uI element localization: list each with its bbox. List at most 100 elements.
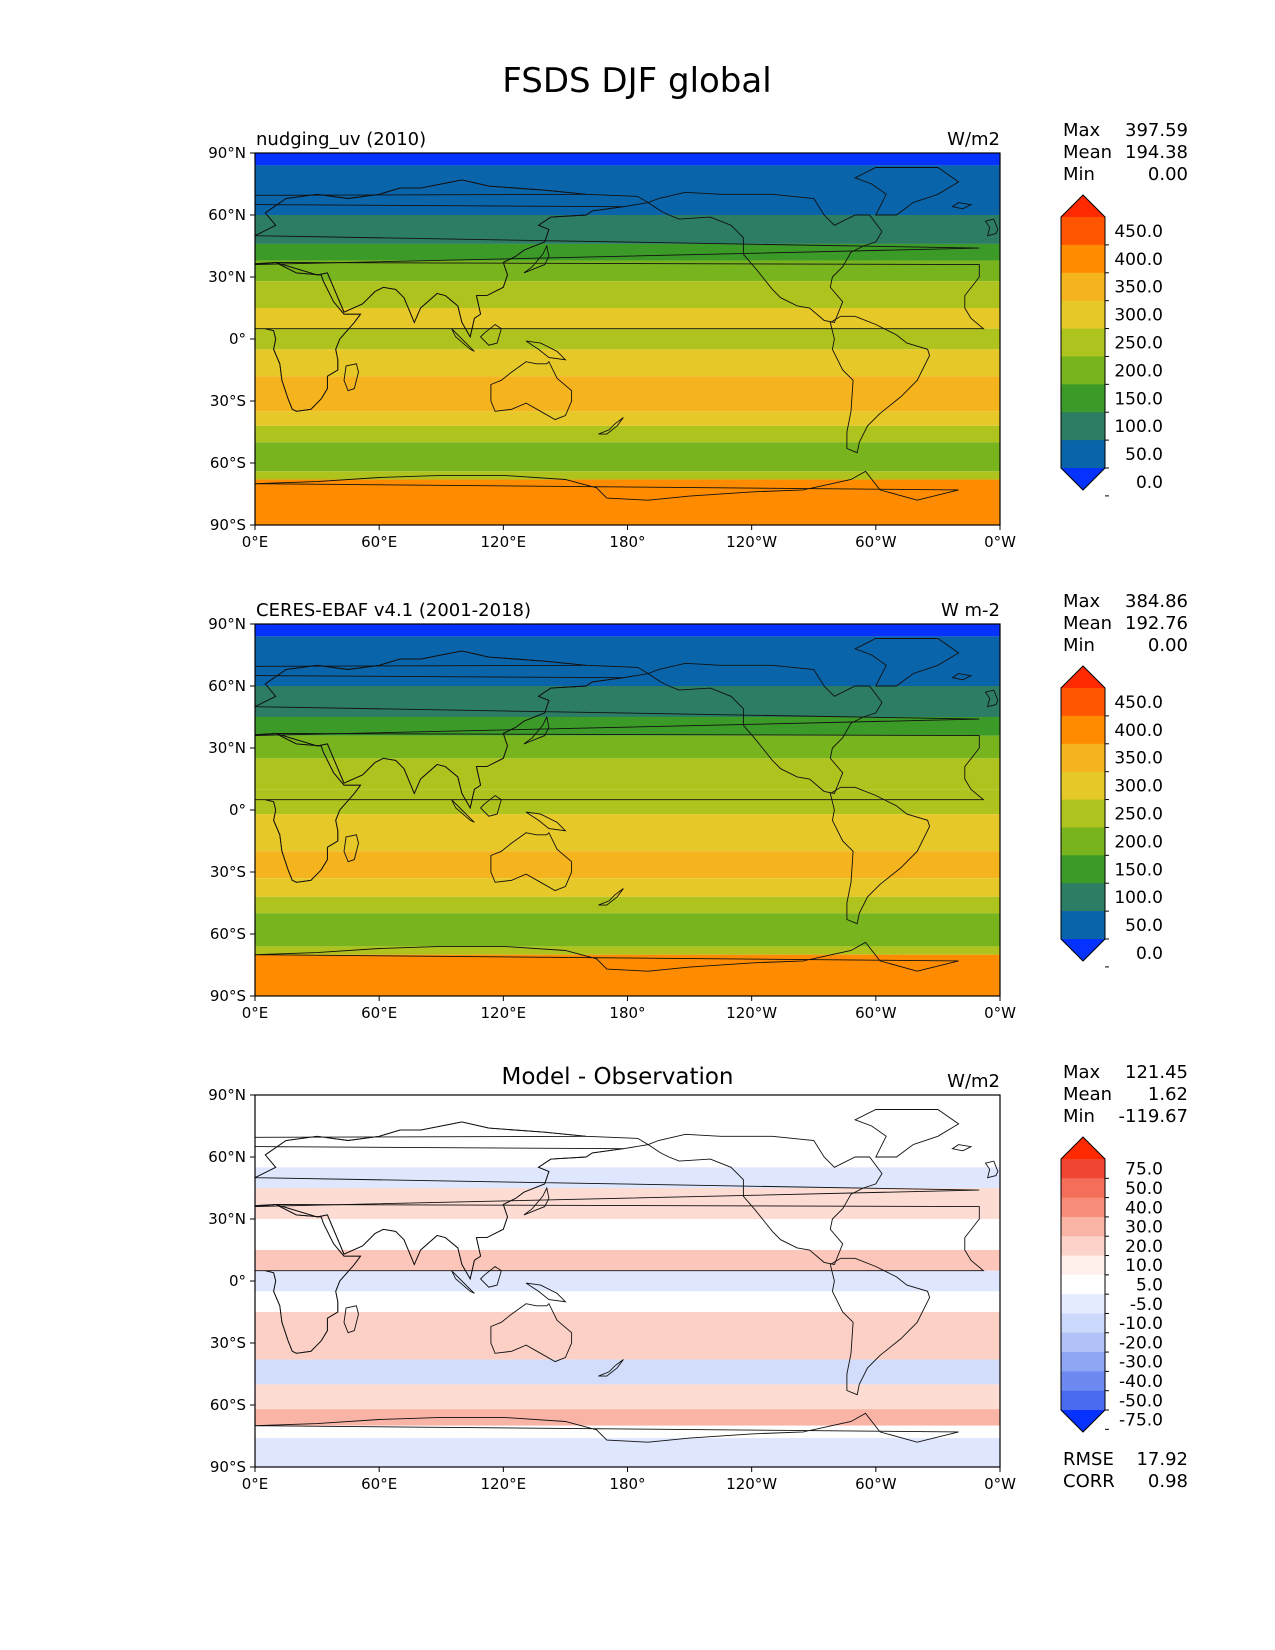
coastline — [598, 417, 624, 435]
coastline — [490, 1302, 573, 1363]
lat-tick-label: 90°S — [210, 987, 246, 1005]
coastline — [829, 786, 931, 925]
map-field — [255, 153, 1000, 525]
coastline — [853, 638, 960, 687]
lat-tick-label: 90°S — [210, 1458, 246, 1476]
colorbar-label: -75.0 — [1119, 1411, 1163, 1431]
coastline — [479, 1265, 502, 1288]
lon-tick-label: 0°W — [984, 1475, 1016, 1493]
coastline — [525, 1282, 567, 1303]
colorbar-label: -20.0 — [1119, 1333, 1163, 1353]
lon-tick-label: 180° — [609, 1004, 645, 1022]
coastline — [984, 218, 999, 237]
field-band — [255, 1188, 1000, 1219]
coastline — [598, 1359, 624, 1377]
colorbar-label: 400.0 — [1114, 721, 1163, 741]
lon-tick-label: 60°W — [855, 1475, 897, 1493]
field-band — [255, 814, 1000, 852]
lon-tick-label: 60°E — [361, 1475, 397, 1493]
panel-units: W/m2 — [947, 1071, 1000, 1092]
field-band — [255, 1425, 1000, 1439]
coastline — [525, 340, 567, 361]
field-band — [255, 328, 1000, 350]
colorbar-segment — [1061, 384, 1105, 413]
colorbar-segment — [1061, 1274, 1105, 1295]
coastline — [647, 662, 883, 795]
colorbar-segment — [1061, 715, 1105, 745]
coastline — [255, 650, 624, 810]
colorbar-label: 40.0 — [1125, 1198, 1163, 1218]
lat-tick-label: 60°S — [210, 925, 246, 943]
coastline — [951, 673, 973, 681]
stat-label: Mean — [1063, 142, 1112, 163]
field-band — [255, 636, 1000, 686]
colorbar-extend-top — [1061, 1137, 1105, 1159]
field-band — [255, 913, 1000, 947]
lon-tick-label: 120°E — [481, 1475, 527, 1493]
stat-label: Max — [1063, 591, 1101, 612]
colorbar-extend-bottom — [1061, 939, 1105, 961]
field-band — [255, 1095, 1000, 1168]
map-field — [255, 1095, 1000, 1467]
colorbar-label: 250.0 — [1114, 805, 1163, 825]
colorbar-segment — [1061, 440, 1105, 469]
stat-label: Min — [1063, 635, 1095, 656]
colorbar-label: -30.0 — [1119, 1353, 1163, 1373]
figure-title: FSDS DJF global — [502, 61, 771, 101]
field-band — [255, 896, 1000, 914]
colorbar-label: 30.0 — [1125, 1218, 1163, 1238]
colorbar-segment — [1061, 412, 1105, 441]
panel-left-title: nudging_uv (2010) — [256, 129, 426, 150]
colorbar-label: 20.0 — [1125, 1237, 1163, 1257]
stat-value: 397.59 — [1125, 120, 1188, 141]
colorbar-segment — [1061, 799, 1105, 829]
lon-tick-label: 60°W — [855, 1004, 897, 1022]
lat-tick-label: 0° — [229, 801, 246, 819]
stat-value: 0.00 — [1148, 164, 1188, 185]
field-band — [255, 308, 1000, 329]
lon-tick-label: 180° — [609, 533, 645, 551]
coastline — [343, 363, 359, 392]
lat-tick-label: 60°N — [208, 1148, 246, 1166]
stat-label: Min — [1063, 164, 1095, 185]
colorbar-label: 0.0 — [1136, 473, 1163, 493]
panel-units: W/m2 — [947, 129, 1000, 150]
field-band — [255, 425, 1000, 443]
colorbar-segment — [1061, 1313, 1105, 1334]
colorbar-label: -5.0 — [1130, 1295, 1163, 1315]
stat-label: Max — [1063, 1062, 1101, 1083]
stat-label: Max — [1063, 120, 1101, 141]
colorbar-segment — [1061, 1197, 1105, 1218]
stat-value: -119.67 — [1119, 1106, 1188, 1127]
coastline — [255, 1412, 959, 1467]
coastline — [598, 888, 624, 906]
lat-tick-label: 0° — [229, 330, 246, 348]
colorbar-segment — [1061, 1390, 1105, 1411]
coastline — [451, 799, 475, 823]
colorbar-segment — [1061, 356, 1105, 385]
colorbar-label: 100.0 — [1114, 888, 1163, 908]
lat-tick-label: 60°N — [208, 677, 246, 695]
field-band — [255, 153, 1000, 166]
colorbar-label: 450.0 — [1114, 693, 1163, 713]
lon-tick-label: 60°E — [361, 1004, 397, 1022]
lon-tick-label: 0°W — [984, 1004, 1016, 1022]
colorbar-segment — [1061, 1332, 1105, 1353]
colorbar-segment — [1061, 1352, 1105, 1372]
field-band — [255, 851, 1000, 879]
field-band — [255, 411, 1000, 426]
colorbar-segment — [1061, 1159, 1105, 1179]
colorbar-label: 150.0 — [1114, 389, 1163, 409]
colorbar-segment — [1061, 688, 1105, 717]
stat-value: 1.62 — [1148, 1084, 1188, 1105]
field-band — [255, 215, 1000, 244]
stat-value: 0.00 — [1148, 635, 1188, 656]
stat-label: RMSE — [1063, 1449, 1114, 1470]
lon-tick-label: 180° — [609, 1475, 645, 1493]
coastline — [479, 323, 502, 346]
coastline — [984, 689, 999, 708]
colorbar-label: 350.0 — [1114, 749, 1163, 769]
colorbar-label: -50.0 — [1119, 1391, 1163, 1411]
lat-tick-label: 30°N — [208, 268, 246, 286]
lat-tick-label: 0° — [229, 1272, 246, 1290]
